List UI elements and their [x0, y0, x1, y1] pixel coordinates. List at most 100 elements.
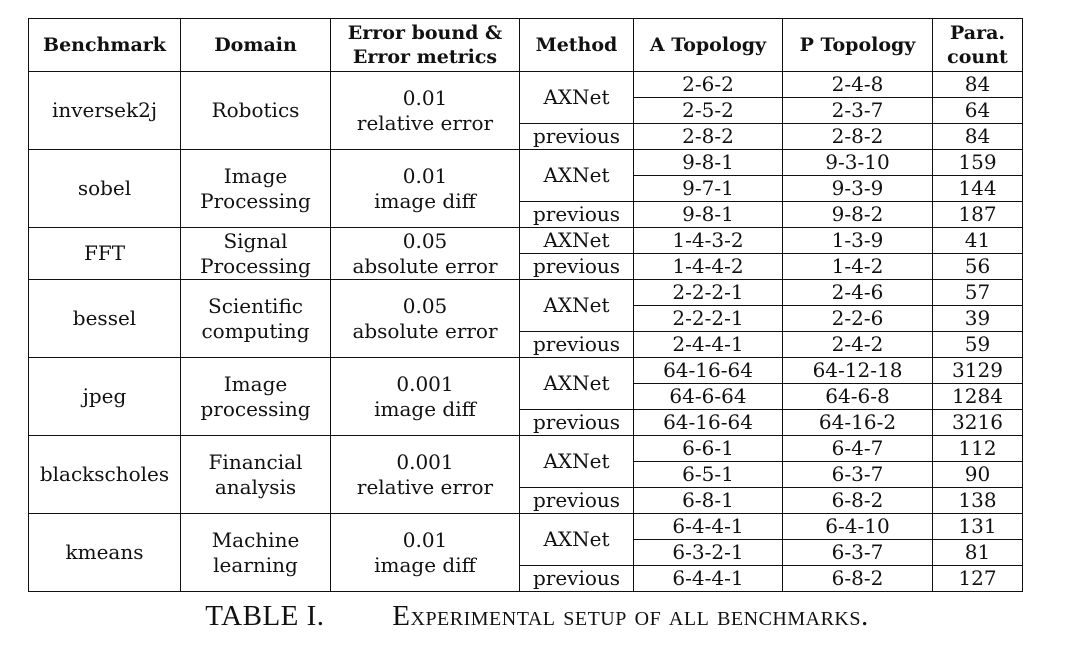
table-row: inversek2j Robotics 0.01 relative error AXN… — [28, 71, 1023, 150]
method-cell: AXNet — [519, 435, 634, 488]
param-count-cell: 84 — [932, 123, 1023, 150]
table-row: jpeg Image processing 0.001 image diff AXNe… — [28, 357, 1023, 436]
a-topology-cell: 9-8-1 — [633, 201, 783, 228]
a-topology-cell: 6-6-1 — [633, 435, 783, 462]
param-count-cell: 56 — [932, 253, 1023, 280]
benchmark-name: kmeans — [28, 513, 181, 592]
param-count-cell: 84 — [932, 71, 1023, 98]
table-row: 6-3-2-1 6-3-7 81 — [29, 539, 1023, 566]
method-cell: previous — [519, 487, 634, 514]
a-topology-cell: 2-6-2 — [633, 71, 783, 98]
a-topology-cell: 6-5-1 — [633, 461, 783, 488]
a-topology-cell: 6-4-4-1 — [633, 513, 783, 540]
param-count-cell: 3216 — [932, 409, 1023, 436]
header-param-count: Para. count — [932, 18, 1023, 72]
method-cell: AXNet — [519, 149, 634, 202]
benchmark-domain: Image Processing — [180, 149, 331, 228]
table-row: 64-6-64 64-6-8 1284 — [29, 383, 1023, 410]
method-cell: previous — [519, 331, 634, 358]
benchmark-error-bound: 0.01 image diff — [330, 513, 520, 592]
param-count-cell: 41 — [932, 227, 1023, 254]
p-topology-cell: 64-16-2 — [782, 409, 933, 436]
benchmark-domain: Financial analysis — [180, 435, 331, 514]
a-topology-cell: 64-6-64 — [633, 383, 783, 410]
a-topology-cell: 1-4-4-2 — [633, 253, 783, 280]
method-cell: previous — [519, 565, 634, 592]
p-topology-cell: 2-4-6 — [782, 279, 933, 306]
table-row: previous 6-8-1 6-8-2 138 — [29, 487, 1023, 514]
benchmark-domain: Scientific computing — [180, 279, 331, 358]
table-row: previous 9-8-1 9-8-2 187 — [29, 201, 1023, 228]
param-count-cell: 159 — [932, 149, 1023, 176]
method-cell: previous — [519, 409, 634, 436]
header-p-topology: P Topology — [782, 18, 933, 72]
p-topology-cell: 6-8-2 — [782, 487, 933, 514]
benchmark-error-bound: 0.001 relative error — [330, 435, 520, 514]
benchmark-name: jpeg — [28, 357, 181, 436]
benchmark-error-bound: 0.001 image diff — [330, 357, 520, 436]
benchmark-domain: Signal Processing — [180, 227, 331, 280]
p-topology-cell: 1-3-9 — [782, 227, 933, 254]
method-cell: previous — [519, 201, 634, 228]
a-topology-cell: 2-4-4-1 — [633, 331, 783, 358]
p-topology-cell: 9-8-2 — [782, 201, 933, 228]
benchmark-name: sobel — [28, 149, 181, 228]
param-count-cell: 144 — [932, 175, 1023, 202]
param-count-cell: 187 — [932, 201, 1023, 228]
benchmark-error-bound: 0.05 absolute error — [330, 227, 520, 280]
table-row: previous 1-4-4-2 1-4-2 56 — [29, 253, 1023, 280]
param-count-cell: 59 — [932, 331, 1023, 358]
header-error-bound: Error bound & Error metrics — [330, 18, 520, 72]
method-cell: AXNet — [519, 227, 634, 254]
benchmark-error-bound: 0.05 absolute error — [330, 279, 520, 358]
benchmark-name: FFT — [28, 227, 181, 280]
param-count-cell: 127 — [932, 565, 1023, 592]
p-topology-cell: 6-8-2 — [782, 565, 933, 592]
benchmark-table: Benchmark Domain Error bound & Error met… — [28, 18, 1023, 592]
method-cell: AXNet — [519, 357, 634, 410]
p-topology-cell: 64-12-18 — [782, 357, 933, 384]
param-count-cell: 90 — [932, 461, 1023, 488]
param-count-cell: 57 — [932, 279, 1023, 306]
a-topology-cell: 64-16-64 — [633, 357, 783, 384]
param-count-cell: 112 — [932, 435, 1023, 462]
header-benchmark: Benchmark — [28, 18, 181, 72]
header-method: Method — [519, 18, 634, 72]
benchmark-error-bound: 0.01 relative error — [330, 71, 520, 150]
p-topology-cell: 2-8-2 — [782, 123, 933, 150]
method-cell: AXNet — [519, 513, 634, 566]
header-domain: Domain — [180, 18, 331, 72]
table-row: 2-5-2 2-3-7 64 — [29, 97, 1023, 124]
p-topology-cell: 2-3-7 — [782, 97, 933, 124]
a-topology-cell: 2-2-2-1 — [633, 279, 783, 306]
benchmark-domain: Image processing — [180, 357, 331, 436]
table-row: FFT Signal Processing 0.05 absolute error A… — [28, 227, 1023, 280]
method-cell: previous — [519, 253, 634, 280]
p-topology-cell: 6-3-7 — [782, 539, 933, 566]
table-row: 6-5-1 6-3-7 90 — [29, 461, 1023, 488]
param-count-cell: 64 — [932, 97, 1023, 124]
param-count-cell: 3129 — [932, 357, 1023, 384]
method-cell: AXNet — [519, 71, 634, 124]
caption-title: Experimental setup of all benchmarks. — [392, 600, 869, 632]
table-row: 2-2-2-1 2-2-6 39 — [29, 305, 1023, 332]
p-topology-cell: 2-2-6 — [782, 305, 933, 332]
p-topology-cell: 2-4-2 — [782, 331, 933, 358]
benchmark-domain: Machine learning — [180, 513, 331, 592]
benchmark-domain: Robotics — [180, 71, 331, 150]
p-topology-cell: 64-6-8 — [782, 383, 933, 410]
table-row: bessel Scientific computing 0.05 absolute … — [28, 279, 1023, 358]
table-row: sobel Image Processing 0.01 image diff AXNe… — [28, 149, 1023, 228]
a-topology-cell: 2-5-2 — [633, 97, 783, 124]
param-count-cell: 39 — [932, 305, 1023, 332]
table-row: previous 6-4-4-1 6-8-2 127 — [29, 565, 1023, 592]
a-topology-cell: 64-16-64 — [633, 409, 783, 436]
p-topology-cell: 9-3-10 — [782, 149, 933, 176]
param-count-cell: 81 — [932, 539, 1023, 566]
caption-label: TABLE I. — [205, 600, 325, 632]
table-row: blackscholes Financial analysis 0.001 rela… — [28, 435, 1023, 514]
a-topology-cell: 2-2-2-1 — [633, 305, 783, 332]
method-cell: previous — [519, 123, 634, 150]
benchmark-name: bessel — [28, 279, 181, 358]
a-topology-cell: 1-4-3-2 — [633, 227, 783, 254]
